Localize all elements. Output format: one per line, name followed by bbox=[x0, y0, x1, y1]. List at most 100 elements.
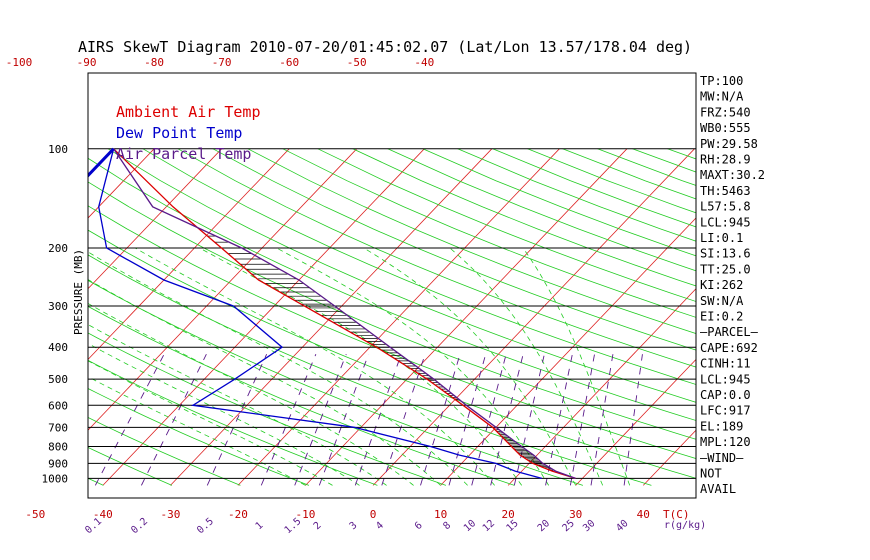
chart-title: AIRS SkewT Diagram 2010-07-20/01:45:02.0… bbox=[78, 38, 692, 56]
bottom-temp-tick-label: 10 bbox=[434, 508, 447, 521]
stat-line: TH:5463 bbox=[700, 184, 751, 198]
legend-entry: Ambient Air Temp bbox=[116, 103, 261, 121]
mixing-ratio-tick-label: 1 bbox=[254, 520, 266, 532]
mixing-ratio-line bbox=[381, 354, 426, 486]
mixing-ratio-line bbox=[318, 354, 369, 486]
dry-adiabat-line bbox=[352, 148, 696, 287]
mixing-ratio-tick-label: 40 bbox=[614, 518, 630, 534]
isotherm-line bbox=[642, 429, 696, 486]
isotherm-line bbox=[88, 148, 222, 290]
isotherm-line bbox=[507, 288, 696, 486]
mixing-ratio-line bbox=[471, 354, 507, 486]
stat-line: NOT bbox=[700, 467, 722, 481]
isotherm-line bbox=[237, 148, 560, 486]
legend: Ambient Air Temp Dew Point Temp Air Parcel… bbox=[116, 103, 261, 163]
top-temp-tick-label: -40 bbox=[414, 56, 434, 69]
moist-adiabat-line bbox=[88, 360, 333, 486]
dewpoint-upper-segment bbox=[88, 147, 115, 178]
stat-line: LI:0.1 bbox=[700, 231, 743, 245]
top-temp-tick-label: -70 bbox=[212, 56, 232, 69]
mixing-ratio-line bbox=[140, 354, 207, 486]
dry-adiabat-line bbox=[177, 148, 696, 368]
pressure-tick-label: 800 bbox=[48, 440, 68, 453]
stat-line: MW:N/A bbox=[700, 90, 744, 104]
x-axis-unit-label: T(C) bbox=[663, 508, 690, 521]
dry-adiabat-line bbox=[212, 148, 696, 351]
stat-line: LFC:917 bbox=[700, 404, 751, 418]
dry-adiabat-line bbox=[88, 305, 515, 486]
stat-line: SI:13.6 bbox=[700, 247, 751, 261]
moist-adiabat-line bbox=[449, 247, 604, 486]
dry-adiabat-line bbox=[632, 148, 696, 173]
top-temp-tick-label: -90 bbox=[77, 56, 97, 69]
stat-line: WB0:555 bbox=[700, 121, 751, 135]
bottom-temp-tick-label: 40 bbox=[637, 508, 650, 521]
ambient-temp-line bbox=[113, 148, 576, 480]
mixing-ratio-line bbox=[513, 354, 545, 486]
moist-adiabat-line bbox=[363, 247, 577, 486]
pressure-tick-label: 1000 bbox=[42, 472, 69, 485]
stat-line: SW:N/A bbox=[700, 294, 744, 308]
parcel-temp-line bbox=[113, 148, 576, 480]
top-temp-tick-label: -60 bbox=[279, 56, 299, 69]
mixing-ratio-tick-label: 20 bbox=[536, 518, 552, 534]
top-temp-tick-label: -80 bbox=[144, 56, 164, 69]
top-temp-tick-label: -50 bbox=[347, 56, 367, 69]
background-grid bbox=[0, 148, 696, 486]
mixing-ratio-line bbox=[545, 354, 573, 486]
dry-adiabat-line bbox=[142, 148, 696, 385]
isotherm-line bbox=[88, 148, 155, 219]
mixing-ratio-tick-label: 2 bbox=[312, 520, 324, 532]
bottom-temp-tick-label: -50 bbox=[25, 508, 45, 521]
isotherm-line bbox=[575, 358, 696, 486]
y-axis-label: PRESSURE (MB) bbox=[72, 249, 85, 335]
stat-line: LCL:945 bbox=[700, 372, 751, 386]
stat-line: MPL:120 bbox=[700, 435, 751, 449]
top-temp-tick-label: -100 bbox=[6, 56, 33, 69]
pressure-tick-label: 700 bbox=[48, 421, 68, 434]
dry-adiabat-line bbox=[88, 446, 173, 486]
stat-line: L57:5.8 bbox=[700, 200, 751, 214]
stat-line: —PARCEL— bbox=[700, 325, 759, 339]
stat-line: —WIND— bbox=[700, 451, 744, 465]
mixing-ratio-line bbox=[260, 354, 317, 486]
mixing-ratio-tick-label: 0.5 bbox=[195, 516, 216, 536]
isotherm-line bbox=[0, 149, 19, 486]
stat-line: PW:29.58 bbox=[700, 137, 758, 151]
dry-adiabat-line bbox=[0, 149, 35, 486]
stat-line: AVAIL bbox=[700, 482, 736, 496]
dewpoint-line bbox=[98, 148, 542, 480]
mixing-ratio-tick-label: 0.2 bbox=[129, 516, 150, 536]
isotherm-line bbox=[305, 148, 628, 486]
isotherm-line bbox=[170, 148, 493, 486]
mixing-ratio-tick-label: 6 bbox=[413, 520, 425, 532]
pressure-tick-label: 400 bbox=[48, 341, 68, 354]
dry-adiabat-line bbox=[282, 148, 696, 318]
bottom-temperature-axis: -50 -40 -30 -20 -10 0 10 20 30 40 bbox=[25, 508, 650, 521]
stat-line: MAXT:30.2 bbox=[700, 168, 765, 182]
mixing-ratio-line bbox=[354, 354, 402, 486]
legend-entry: Dew Point Temp bbox=[116, 124, 242, 142]
mixing-ratio-tick-label: 10 bbox=[462, 518, 478, 534]
mixing-ratio-tick-label: 8 bbox=[441, 520, 453, 532]
isobar-lines bbox=[88, 148, 696, 479]
moist-adiabat-line bbox=[199, 247, 523, 486]
moist-adiabat-line bbox=[135, 247, 495, 486]
mixing-ratio-tick-label: 4 bbox=[374, 520, 386, 532]
pressure-tick-label: 300 bbox=[48, 300, 68, 313]
pressure-tick-label: 900 bbox=[48, 457, 68, 470]
moist-adiabat-line bbox=[88, 251, 468, 486]
moist-adiabat-line bbox=[88, 279, 441, 486]
pressure-axis: 100 200 300 400 500 600 700 800 900 1000 bbox=[42, 143, 69, 486]
top-temperature-axis: -120-110-100-90-80-70-60-50-40 bbox=[6, 56, 434, 69]
dry-adiabat-line bbox=[88, 416, 241, 486]
dry-adiabat-line bbox=[88, 332, 447, 486]
dry-adiabat-line bbox=[88, 181, 696, 440]
mixing-ratio-line bbox=[490, 354, 524, 486]
pressure-tick-label: 600 bbox=[48, 399, 68, 412]
dry-adiabat-line bbox=[457, 148, 696, 242]
dry-adiabat-line bbox=[88, 205, 696, 459]
stat-line: FRZ:540 bbox=[700, 105, 751, 119]
